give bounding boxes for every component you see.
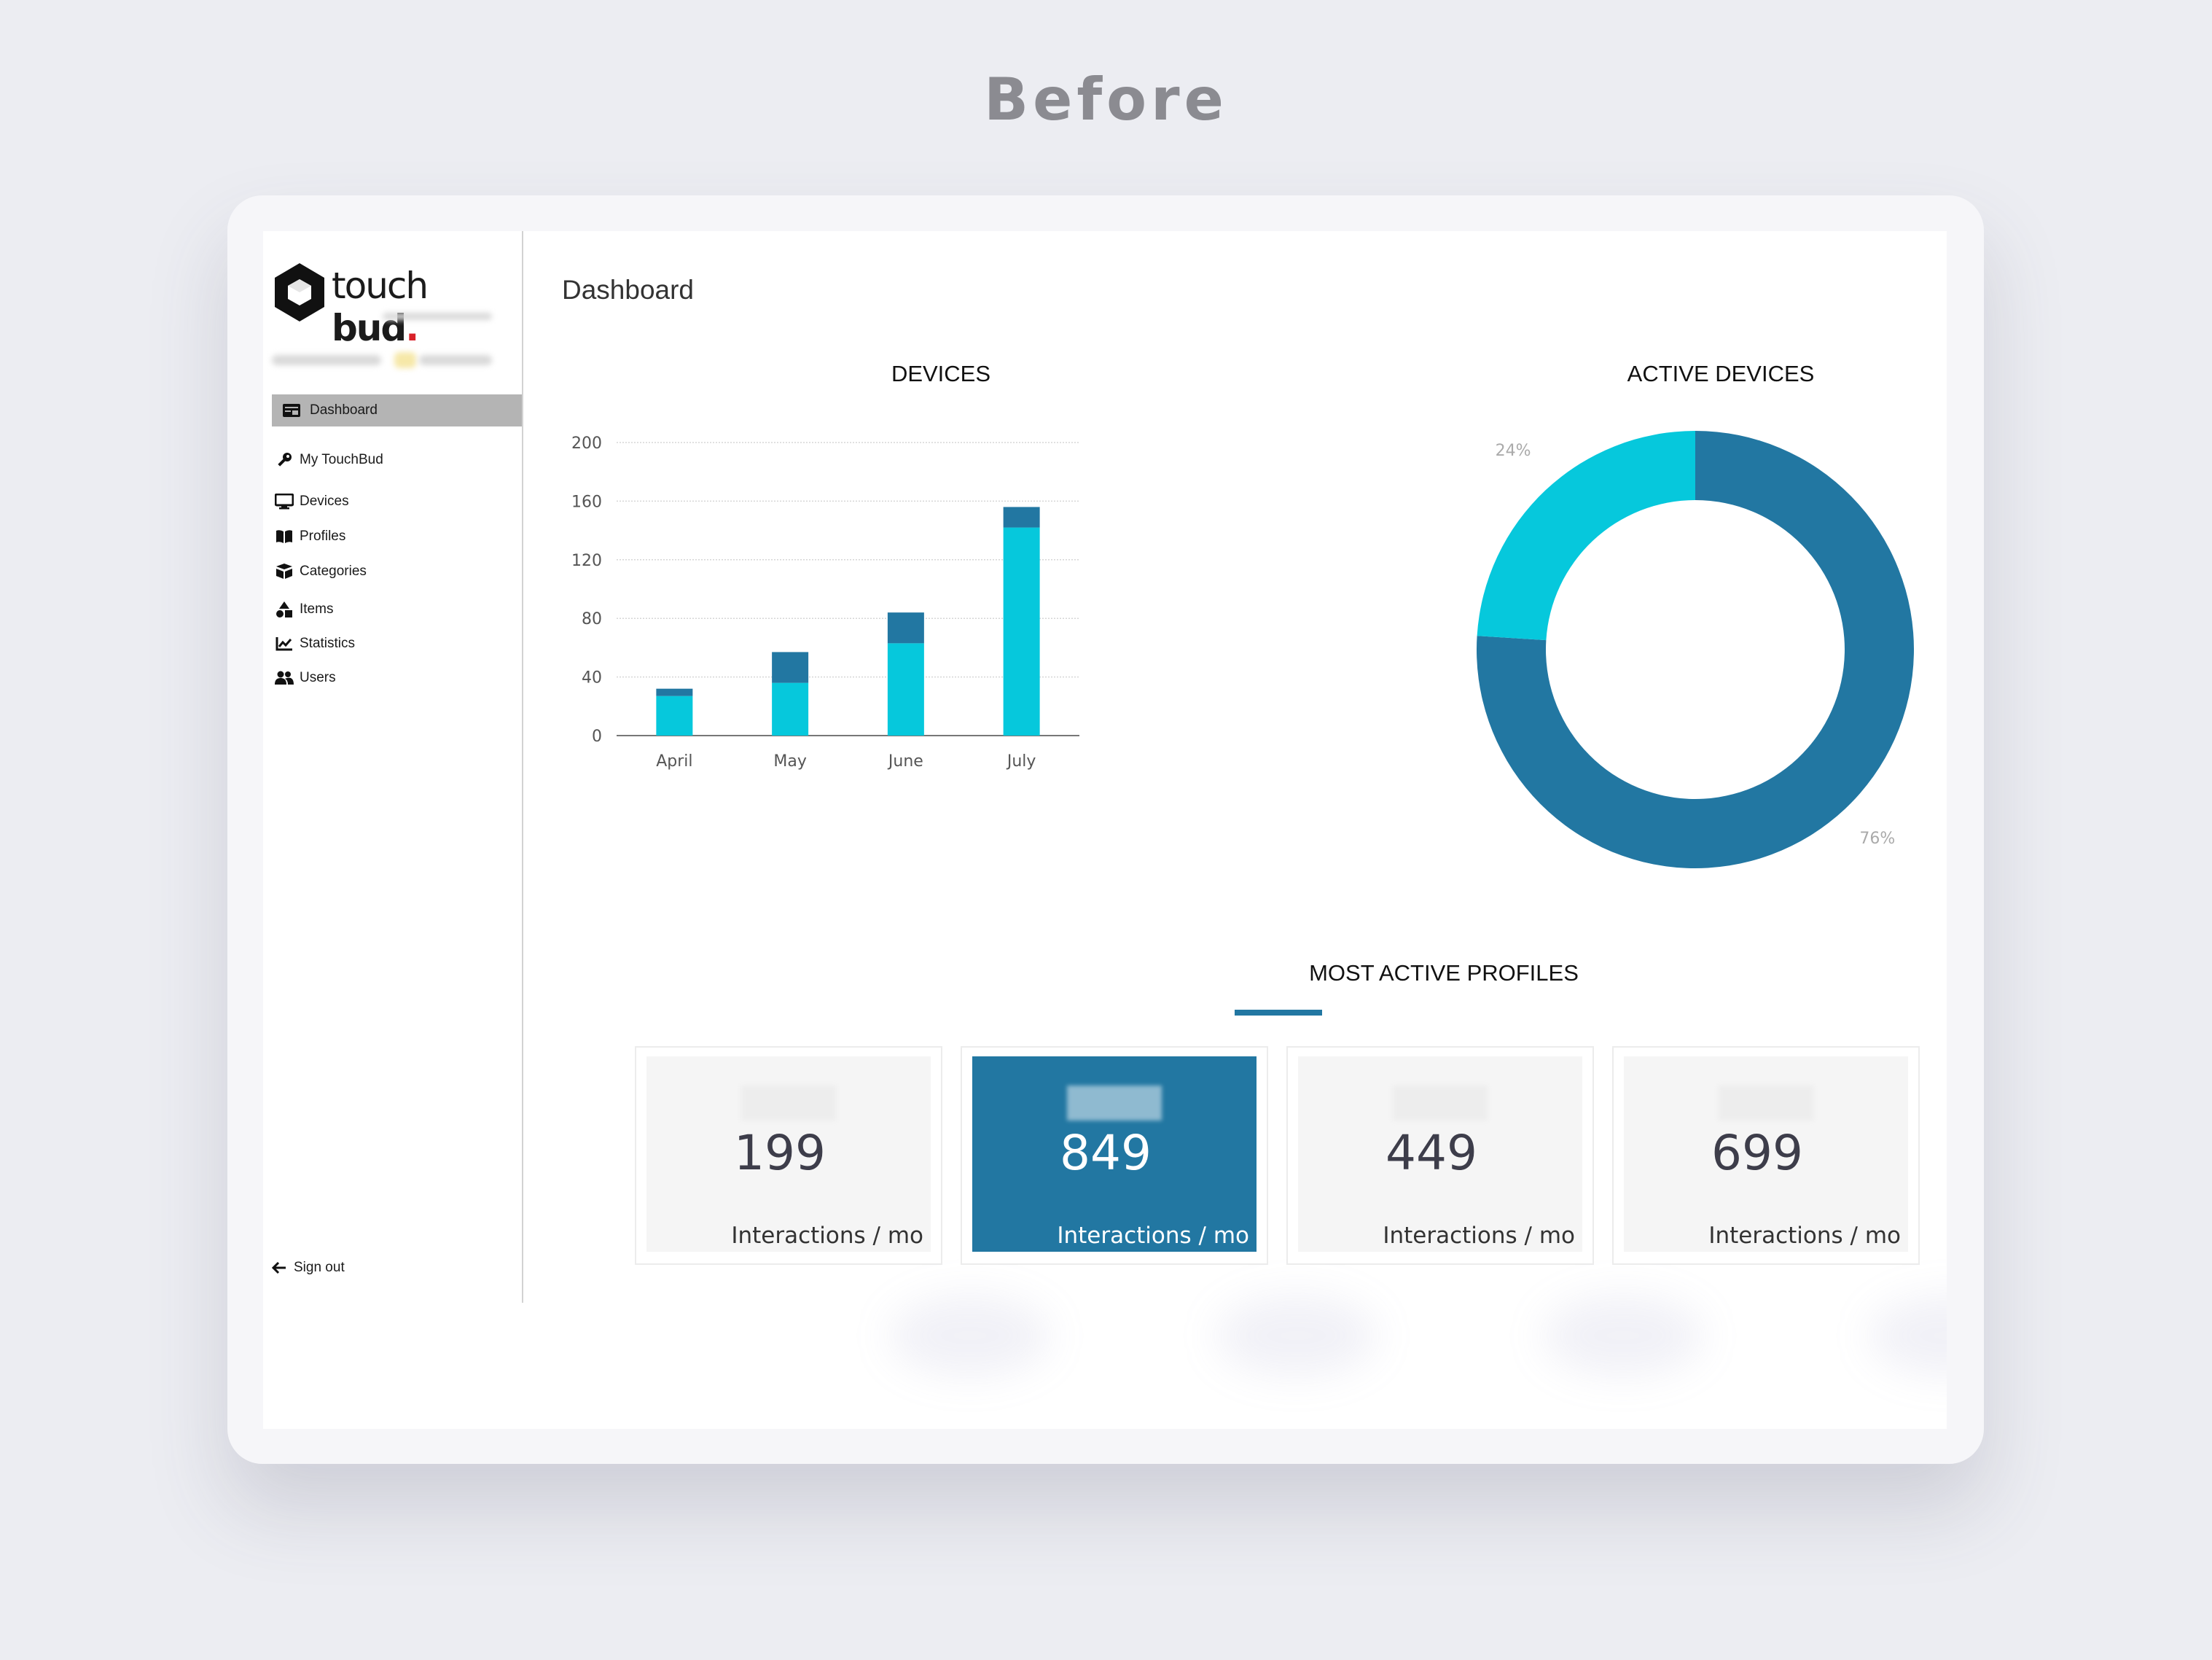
bar-upper <box>1003 507 1040 528</box>
bar-lower <box>887 643 924 736</box>
y-tick-label: 120 <box>571 552 602 570</box>
sidebar-item-devices[interactable]: Devices <box>272 486 522 518</box>
sidebar-item-label: Items <box>300 601 334 617</box>
sidebar-item-profiles[interactable]: Profiles <box>272 521 522 553</box>
sidebar-item-items[interactable]: Items <box>272 593 522 626</box>
redacted-account <box>419 355 492 365</box>
profile-interactions-value: 699 <box>1711 1125 1803 1181</box>
bar-lower <box>656 695 693 736</box>
bar-upper <box>887 612 924 644</box>
donut-slice-label: 24% <box>1496 442 1531 460</box>
sidebar-item-my-touchbud[interactable]: My TouchBud <box>272 444 522 476</box>
profile-card[interactable]: 449 Interactions / mo <box>1286 1046 1594 1265</box>
sidebar-item-dashboard[interactable]: Dashboard <box>272 394 522 426</box>
x-tick-label: July <box>1006 752 1036 771</box>
x-tick-label: June <box>887 752 923 771</box>
card-shadow <box>1869 1295 1947 1376</box>
devices-bar-chart: 0 40 80 120 160 200 April May June July <box>571 435 1079 771</box>
redacted-subtitle <box>383 313 492 320</box>
boxes-icon <box>275 562 294 581</box>
card-shadow <box>1543 1295 1703 1376</box>
app-window: touch bud. Dashboard My TouchBud <box>263 231 1947 1429</box>
arrow-left-icon <box>272 1259 289 1277</box>
sidebar-item-label: Devices <box>300 494 349 509</box>
profile-interactions-unit: Interactions / mo <box>1708 1223 1901 1249</box>
profile-card-body: 449 Interactions / mo <box>1298 1056 1582 1252</box>
book-icon <box>275 527 294 546</box>
line-chart-icon <box>275 634 294 653</box>
bar-lower <box>772 682 809 736</box>
sidebar-item-statistics[interactable]: Statistics <box>272 628 522 660</box>
profile-interactions-unit: Interactions / mo <box>1383 1223 1575 1249</box>
x-tick-label: April <box>656 752 692 771</box>
profile-card-selected[interactable]: 849 Interactions / mo <box>961 1046 1268 1265</box>
profiles-title-underline <box>1235 1010 1322 1016</box>
sign-out-label: Sign out <box>294 1260 345 1275</box>
profile-card-body: 849 Interactions / mo <box>972 1056 1257 1252</box>
y-tick-label: 160 <box>571 493 602 511</box>
profile-interactions-unit: Interactions / mo <box>731 1223 923 1249</box>
bar-upper <box>772 652 809 683</box>
bar-upper <box>656 688 693 696</box>
profile-card-body: 199 Interactions / mo <box>646 1056 931 1252</box>
hexagon-logo-icon <box>275 263 324 322</box>
most-active-profiles-title: MOST ACTIVE PROFILES <box>1309 960 1579 986</box>
redacted-profile-name <box>1067 1086 1162 1121</box>
donut-slice <box>1477 431 1914 868</box>
sidebar-item-label: My TouchBud <box>300 452 383 467</box>
active-devices-donut-chart: 76% 24% <box>1477 431 1914 868</box>
profile-card-body: 699 Interactions / mo <box>1624 1056 1908 1252</box>
page-heading: Before <box>984 66 1228 133</box>
sidebar-item-label: Users <box>300 670 336 685</box>
devices-chart-title: DEVICES <box>891 361 991 386</box>
active-devices-chart-title: ACTIVE DEVICES <box>1627 361 1815 386</box>
sidebar-item-label: Categories <box>300 564 367 579</box>
y-tick-label: 200 <box>571 435 602 453</box>
profile-interactions-unit: Interactions / mo <box>1057 1223 1249 1249</box>
donut-slice-label: 76% <box>1859 830 1895 848</box>
sidebar: touch bud. Dashboard My TouchBud <box>263 231 523 1303</box>
profile-interactions-value: 449 <box>1386 1125 1477 1181</box>
redacted-username <box>272 355 381 365</box>
redacted-profile-name <box>1393 1086 1488 1121</box>
sidebar-item-categories[interactable]: Categories <box>272 556 522 588</box>
sidebar-item-label: Statistics <box>300 636 356 651</box>
sidebar-item-label: Profiles <box>300 529 346 544</box>
redacted-profile-name <box>741 1086 836 1121</box>
x-tick-label: May <box>773 752 806 771</box>
profile-card[interactable]: 699 Interactions / mo <box>1612 1046 1920 1265</box>
device-frame: touch bud. Dashboard My TouchBud <box>227 195 1984 1464</box>
page-title: Dashboard <box>562 275 695 305</box>
key-icon <box>275 451 294 469</box>
redacted-profile-name <box>1719 1086 1813 1121</box>
sidebar-item-label: Dashboard <box>310 402 378 418</box>
dashboard-icon <box>282 401 301 420</box>
y-tick-label: 40 <box>582 669 602 687</box>
profile-card[interactable]: 199 Interactions / mo <box>635 1046 942 1265</box>
monitor-icon <box>275 492 294 511</box>
shapes-icon <box>275 600 294 619</box>
sidebar-item-users[interactable]: Users <box>272 662 522 694</box>
users-icon <box>275 669 294 687</box>
donut-slice <box>1477 431 1695 641</box>
card-shadow <box>1216 1295 1377 1376</box>
sign-out-link[interactable]: Sign out <box>272 1259 345 1277</box>
card-shadow <box>890 1295 1050 1376</box>
redacted-badge <box>394 352 416 368</box>
brand-wordmark: touch bud. <box>332 265 429 349</box>
y-tick-label: 80 <box>582 610 602 628</box>
y-tick-label: 0 <box>592 728 602 746</box>
profile-interactions-value: 199 <box>734 1125 826 1181</box>
bar-lower <box>1003 527 1040 736</box>
profile-interactions-value: 849 <box>1060 1125 1152 1181</box>
